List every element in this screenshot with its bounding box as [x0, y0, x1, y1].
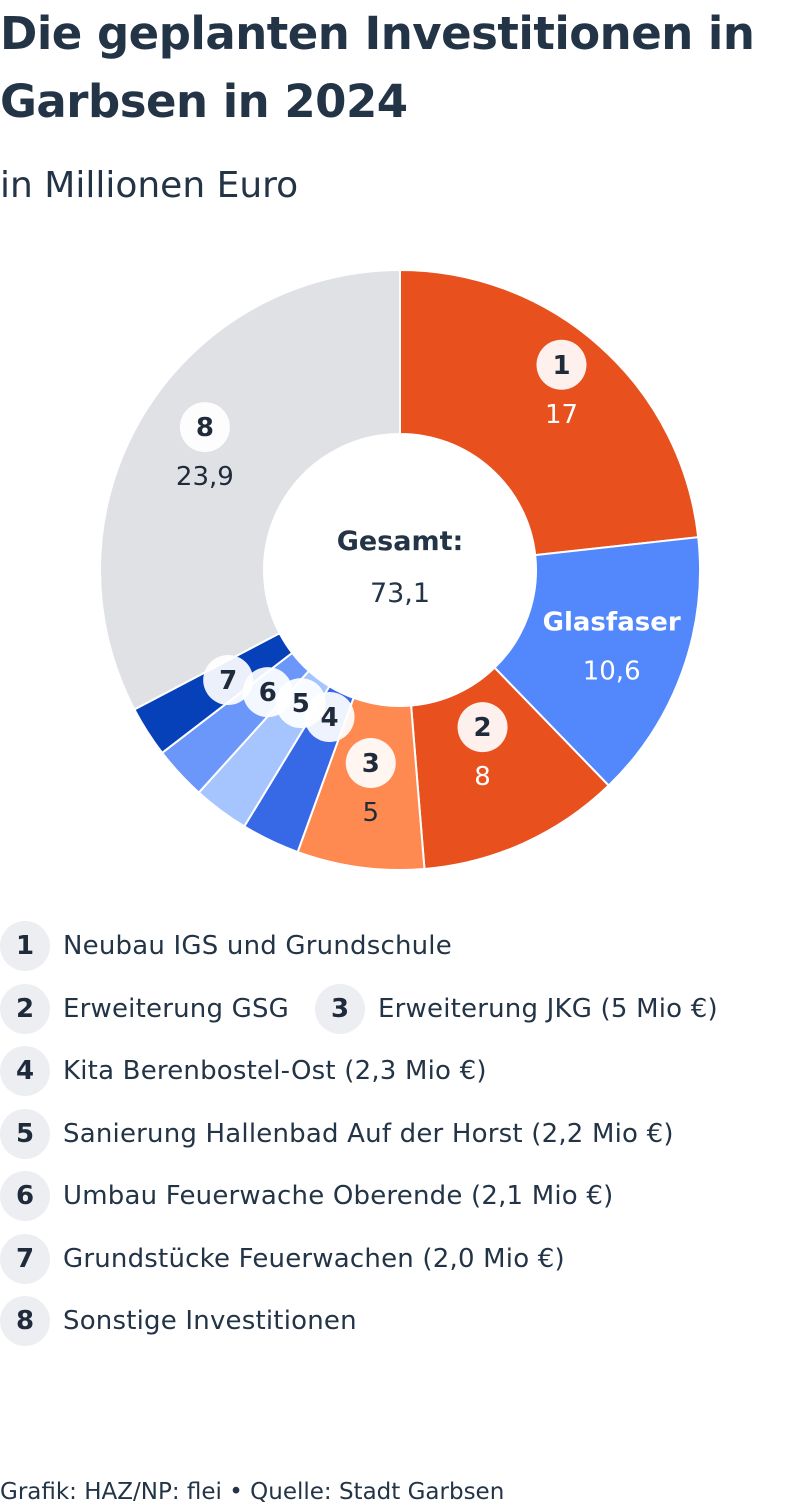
badge-label-4: 4 — [321, 703, 339, 733]
legend-label: Sonstige Investitionen — [63, 1306, 357, 1336]
legend-row: 1 Neubau IGS und Grundschule — [0, 920, 800, 972]
slices-layer — [99, 268, 701, 871]
value-label-8: 23,9 — [176, 462, 234, 492]
legend-label: Kita Berenbostel-Ost (2,3 Mio €) — [63, 1056, 487, 1086]
badge-1 — [536, 339, 587, 390]
footer-separator: • — [229, 1479, 243, 1505]
slice-8 — [99, 268, 401, 711]
value-label-2: 8 — [474, 762, 491, 792]
badge-label-6: 6 — [259, 678, 277, 708]
badge-label-7: 7 — [219, 666, 237, 696]
legend-item-5: 5 Sanierung Hallenbad Auf der Horst (2,2… — [0, 1108, 674, 1159]
badge-3 — [345, 738, 396, 789]
badge-6 — [242, 667, 293, 718]
legend-badge: 6 — [0, 1171, 50, 1221]
legend-label: Umbau Feuerwache Oberende (2,1 Mio €) — [63, 1181, 614, 1211]
footer-source: Quelle: Stadt Garbsen — [250, 1479, 505, 1505]
badge-7 — [203, 654, 254, 705]
legend-badge: 3 — [315, 983, 366, 1034]
value-label-1: 17 — [545, 400, 578, 430]
legend-row: 5 Sanierung Hallenbad Auf der Horst (2,2… — [0, 1108, 800, 1160]
legend-badge: 1 — [0, 921, 50, 971]
value-label-3: 5 — [363, 798, 380, 828]
legend-badge: 8 — [0, 1296, 50, 1346]
legend-label: Grundstücke Feuerwachen (2,0 Mio €) — [63, 1243, 565, 1274]
footer-credit: Grafik: HAZ/NP: flei — [0, 1479, 222, 1505]
legend-row: 8 Sonstige Investitionen — [0, 1295, 800, 1347]
badge-label-8: 8 — [196, 413, 214, 443]
center-label: Gesamt: — [337, 526, 464, 557]
chart-title: Die geplanten Investitionen in Garbsen i… — [0, 7, 755, 128]
donut-hole — [265, 435, 535, 705]
center-layer: Gesamt: 73,1 — [337, 526, 464, 609]
value-label-glasfaser: 10,6 — [583, 656, 641, 686]
legend-row: 6 Umbau Feuerwache Oberende (2,1 Mio €) — [0, 1170, 800, 1222]
legend-item-6: 6 Umbau Feuerwache Oberende (2,1 Mio €) — [0, 1171, 613, 1221]
legend-badge: 4 — [0, 1046, 50, 1096]
badge-label-5: 5 — [292, 689, 310, 719]
legend-item-2: 2 Erweiterung GSG — [0, 983, 290, 1034]
legend-row: 4 Kita Berenbostel-Ost (2,3 Mio €) — [0, 1045, 800, 1097]
legend-label: Erweiterung JKG (5 Mio €) — [378, 993, 718, 1024]
legend-row: 2 Erweiterung GSG 3 Erweiterung JKG (5 M… — [0, 983, 800, 1035]
legend-label: Erweiterung GSG — [63, 993, 290, 1024]
badge-label-3: 3 — [362, 749, 380, 779]
legend: 1 Neubau IGS und Grundschule 2 Erweiteru… — [0, 920, 800, 1358]
center-value: 73,1 — [370, 578, 430, 609]
legend-badge: 2 — [0, 983, 50, 1034]
slice-name-glasfaser: Glasfaser — [543, 607, 681, 637]
badge-2 — [457, 702, 508, 753]
legend-item-7: 7 Grundstücke Feuerwachen (2,0 Mio €) — [0, 1233, 565, 1284]
legend-label: Sanierung Hallenbad Auf der Horst (2,2 M… — [63, 1118, 674, 1149]
slice-glasfaser — [493, 536, 701, 787]
footer: Grafik: HAZ/NP: flei • Quelle: Stadt Gar… — [0, 1477, 504, 1507]
legend-item-8: 8 Sonstige Investitionen — [0, 1296, 357, 1346]
legend-item-4: 4 Kita Berenbostel-Ost (2,3 Mio €) — [0, 1046, 487, 1096]
legend-item-1: 1 Neubau IGS und Grundschule — [0, 921, 452, 971]
slice-1 — [399, 268, 700, 557]
legend-badge: 5 — [0, 1108, 50, 1159]
legend-row: 7 Grundstücke Feuerwachen (2,0 Mio €) — [0, 1233, 800, 1285]
badge-label-2: 2 — [474, 713, 492, 743]
legend-label: Neubau IGS und Grundschule — [63, 931, 452, 961]
badge-label-1: 1 — [552, 351, 570, 381]
badge-8 — [179, 402, 230, 453]
legend-badge: 7 — [0, 1233, 50, 1284]
chart-subtitle: in Millionen Euro — [0, 165, 299, 206]
donut-chart: Gesamt: 73,1 117Glasfaser10,628354567823… — [99, 268, 701, 871]
legend-item-3: 3 Erweiterung JKG (5 Mio €) — [315, 983, 718, 1034]
